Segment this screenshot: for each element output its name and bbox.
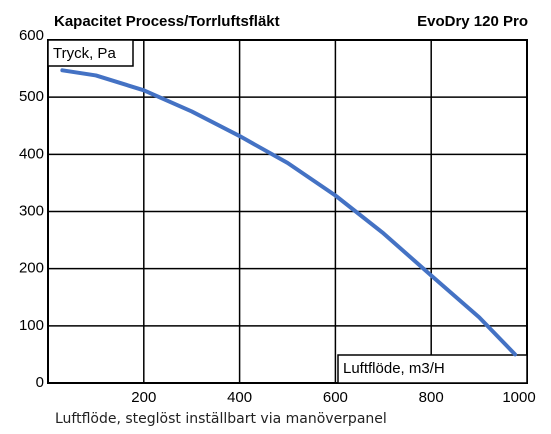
y-tick-label: 400 (19, 145, 44, 162)
y-tick-label: 600 (19, 27, 44, 44)
y-tick-label: 500 (19, 88, 44, 105)
caption: Luftflöde, steglöst inställbart via manö… (55, 411, 387, 427)
y-tick-label: 200 (19, 260, 44, 277)
y-label-box (47, 39, 134, 67)
x-label-box (337, 354, 528, 384)
x-tick-label: 400 (227, 389, 252, 406)
plot-frame (47, 39, 528, 384)
y-tick-label: 100 (19, 317, 44, 334)
x-axis-label: Luftflöde, m3/H (343, 360, 445, 377)
y-axis-label: Tryck, Pa (53, 45, 116, 62)
x-tick-label: 600 (323, 389, 348, 406)
chart-title: Kapacitet Process/Torrluftsfläkt (54, 13, 280, 30)
data-line (60, 68, 518, 357)
y-tick-label: 300 (19, 202, 44, 219)
x-tick-label: 200 (131, 389, 156, 406)
y-tick-label: 0 (36, 374, 44, 391)
x-tick-label: 1000 (502, 389, 535, 406)
x-tick-label: 800 (419, 389, 444, 406)
chart-subtitle: EvoDry 120 Pro (417, 13, 528, 30)
